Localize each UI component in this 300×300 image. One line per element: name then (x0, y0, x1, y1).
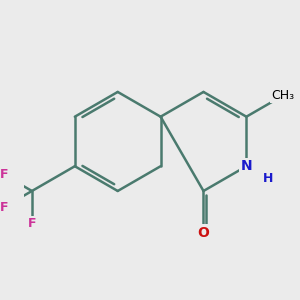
Text: N: N (241, 159, 252, 173)
Text: H: H (262, 172, 273, 185)
Text: O: O (198, 226, 209, 240)
Text: F: F (0, 168, 8, 182)
Text: F: F (28, 217, 36, 230)
Text: F: F (0, 201, 8, 214)
Text: CH₃: CH₃ (271, 89, 294, 102)
